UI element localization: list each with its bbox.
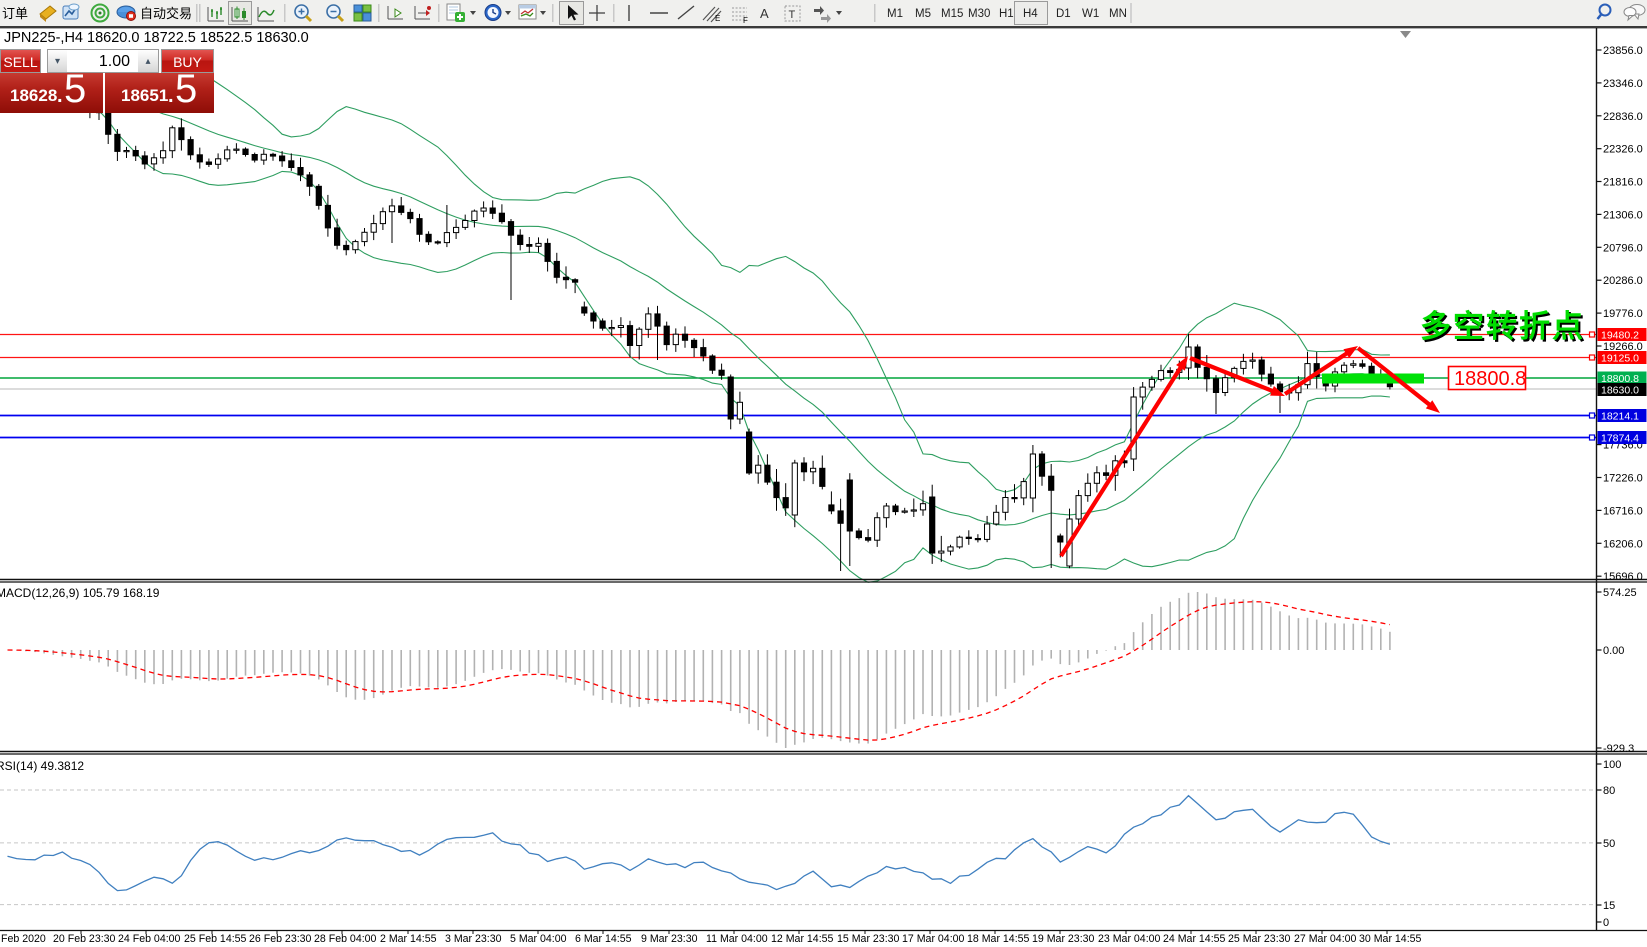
svg-text:-929.3: -929.3 xyxy=(1603,743,1634,755)
svg-text:23 Mar 04:00: 23 Mar 04:00 xyxy=(1098,933,1161,945)
svg-text:15696.0: 15696.0 xyxy=(1603,571,1643,583)
svg-text:25 Mar 23:30: 25 Mar 23:30 xyxy=(1228,933,1291,945)
svg-text:18 Mar 14:55: 18 Mar 14:55 xyxy=(967,933,1030,945)
svg-text:17874.4: 17874.4 xyxy=(1601,433,1639,445)
svg-text:19125.0: 19125.0 xyxy=(1601,353,1639,365)
svg-text:21816.0: 21816.0 xyxy=(1603,177,1643,189)
svg-text:Feb 2020: Feb 2020 xyxy=(1,933,46,945)
svg-text:6 Mar 14:55: 6 Mar 14:55 xyxy=(575,933,632,945)
svg-text:17226.0: 17226.0 xyxy=(1603,473,1643,485)
svg-text:21306.0: 21306.0 xyxy=(1603,209,1643,221)
svg-text:9 Mar 23:30: 9 Mar 23:30 xyxy=(641,933,698,945)
svg-text:订单: 订单 xyxy=(2,6,28,21)
svg-text:11 Mar 04:00: 11 Mar 04:00 xyxy=(706,933,768,945)
svg-text:24 Mar 14:55: 24 Mar 14:55 xyxy=(1163,933,1226,945)
svg-text:80: 80 xyxy=(1603,785,1615,797)
svg-text:22836.0: 22836.0 xyxy=(1603,111,1643,123)
svg-text:多空转折点: 多空转折点 xyxy=(1420,309,1585,344)
svg-text:574.25: 574.25 xyxy=(1603,587,1637,599)
svg-text:100: 100 xyxy=(1603,759,1621,771)
svg-text:19480.2: 19480.2 xyxy=(1601,330,1639,342)
svg-text:H4: H4 xyxy=(1023,8,1038,20)
svg-text:26 Feb 23:30: 26 Feb 23:30 xyxy=(249,933,312,945)
svg-text:30 Mar 14:55: 30 Mar 14:55 xyxy=(1359,933,1422,945)
svg-text:5 Mar 04:00: 5 Mar 04:00 xyxy=(510,933,567,945)
svg-text:17 Mar 04:00: 17 Mar 04:00 xyxy=(902,933,965,945)
svg-text:18630.0: 18630.0 xyxy=(1601,385,1639,397)
svg-text:12 Mar 14:55: 12 Mar 14:55 xyxy=(771,933,834,945)
svg-text:M30: M30 xyxy=(968,8,990,20)
svg-text:W1: W1 xyxy=(1082,8,1099,20)
svg-text:MACD(12,26,9) 105.79 168.19: MACD(12,26,9) 105.79 168.19 xyxy=(0,586,160,600)
svg-text:M15: M15 xyxy=(941,8,963,20)
svg-text:19 Mar 23:30: 19 Mar 23:30 xyxy=(1032,933,1095,945)
svg-text:D1: D1 xyxy=(1056,8,1071,20)
svg-text:19776.0: 19776.0 xyxy=(1603,308,1643,320)
svg-text:F: F xyxy=(743,16,748,25)
svg-text:H1: H1 xyxy=(999,8,1014,20)
svg-text:0.00: 0.00 xyxy=(1603,645,1624,657)
svg-text:18214.1: 18214.1 xyxy=(1601,411,1639,423)
svg-text:16716.0: 16716.0 xyxy=(1603,505,1643,517)
svg-text:20796.0: 20796.0 xyxy=(1603,242,1643,254)
svg-text:RSI(14) 49.3812: RSI(14) 49.3812 xyxy=(0,759,84,773)
svg-text:15 Mar 23:30: 15 Mar 23:30 xyxy=(837,933,900,945)
svg-text:20 Feb 23:30: 20 Feb 23:30 xyxy=(53,933,116,945)
svg-text:28 Feb 04:00: 28 Feb 04:00 xyxy=(314,933,377,945)
svg-text:3 Mar 23:30: 3 Mar 23:30 xyxy=(445,933,502,945)
svg-text:多空转折点: 多空转折点 xyxy=(1422,311,1587,346)
svg-text:25 Feb 14:55: 25 Feb 14:55 xyxy=(184,933,247,945)
svg-text:23346.0: 23346.0 xyxy=(1603,78,1643,90)
svg-text:自动交易: 自动交易 xyxy=(140,6,192,21)
svg-text:18800.8: 18800.8 xyxy=(1601,373,1639,385)
svg-text:18800.8: 18800.8 xyxy=(1454,368,1526,390)
svg-text:27 Mar 04:00: 27 Mar 04:00 xyxy=(1294,933,1357,945)
svg-text:20286.0: 20286.0 xyxy=(1603,275,1643,287)
svg-text:2 Mar 14:55: 2 Mar 14:55 xyxy=(380,933,437,945)
svg-text:T: T xyxy=(789,9,796,21)
svg-text:19266.0: 19266.0 xyxy=(1603,341,1643,353)
svg-text:E: E xyxy=(715,14,720,23)
svg-text:50: 50 xyxy=(1603,838,1615,850)
svg-text:16206.0: 16206.0 xyxy=(1603,538,1643,550)
svg-text:M1: M1 xyxy=(887,8,903,20)
svg-text:24 Feb 04:00: 24 Feb 04:00 xyxy=(118,933,181,945)
svg-text:22326.0: 22326.0 xyxy=(1603,144,1643,156)
svg-text:15: 15 xyxy=(1603,900,1615,912)
svg-text:23856.0: 23856.0 xyxy=(1603,45,1643,57)
svg-text:JPN225-,H4 18620.0 18722.5 18: JPN225-,H4 18620.0 18722.5 18522.5 18630… xyxy=(4,30,309,46)
svg-text:A: A xyxy=(760,6,769,21)
svg-text:MN: MN xyxy=(1109,8,1127,20)
svg-text:0: 0 xyxy=(1603,917,1609,929)
svg-text:M5: M5 xyxy=(915,8,931,20)
